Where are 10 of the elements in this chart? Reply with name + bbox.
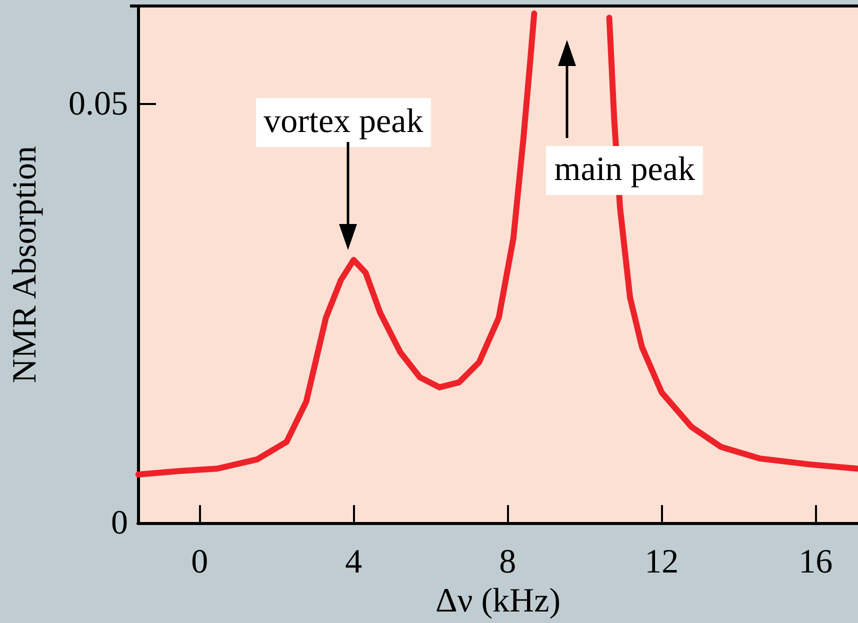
- x-axis-title: Δν (kHz): [435, 582, 561, 620]
- x-tick-label: 0: [191, 544, 208, 581]
- x-tick-label: 16: [798, 544, 833, 581]
- y-tick-label: 0.05: [68, 86, 128, 123]
- annotation: vortex peak: [256, 98, 432, 147]
- x-tick-label: 4: [345, 544, 362, 581]
- x-tick-label: 8: [499, 544, 516, 581]
- x-tick-label: 12: [644, 544, 679, 581]
- y-axis-title: NMR Absorption: [6, 146, 44, 384]
- annotation: main peak: [546, 146, 703, 195]
